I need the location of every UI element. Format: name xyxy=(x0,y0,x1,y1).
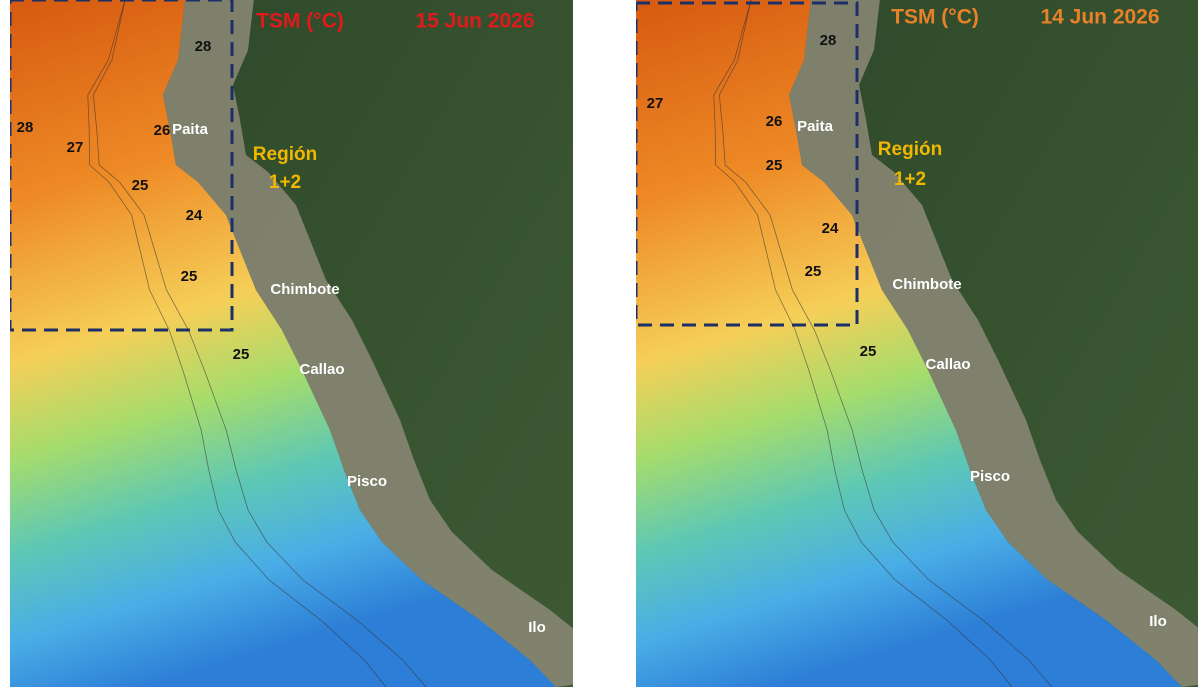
map-panel xyxy=(636,0,1198,687)
city-label: Callao xyxy=(925,356,970,373)
city-label: Ilo xyxy=(1149,613,1167,630)
contour-label: 25 xyxy=(860,343,877,360)
contour-label: 27 xyxy=(647,95,664,112)
contour-label: 25 xyxy=(181,268,198,285)
city-label: Chimbote xyxy=(892,276,961,293)
contour-label: 25 xyxy=(132,177,149,194)
contour-label: 24 xyxy=(822,220,839,237)
andes xyxy=(789,0,1198,687)
city-label: Callao xyxy=(299,361,344,378)
map-title: TSM (°C) xyxy=(891,6,979,29)
city-label: Chimbote xyxy=(270,281,339,298)
map-date: 14 Jun 2026 xyxy=(1040,6,1159,29)
city-label: Paita xyxy=(172,121,209,138)
region-box xyxy=(10,0,234,332)
contour-label: 28 xyxy=(195,38,212,55)
contour-label: 25 xyxy=(805,263,822,280)
contour-label: 26 xyxy=(154,122,171,139)
map-title: TSM (°C) xyxy=(256,10,344,33)
map-date: 15 Jun 2026 xyxy=(415,10,534,33)
contour-label: 25 xyxy=(766,157,783,174)
region-box xyxy=(636,1,859,327)
contour-line xyxy=(87,0,387,687)
contour-label: 25 xyxy=(233,346,250,363)
contour-line xyxy=(713,0,1013,687)
contour-label: 24 xyxy=(186,207,203,224)
city-label: Paita xyxy=(797,118,834,135)
contour-line xyxy=(718,0,1053,687)
contour-label: 28 xyxy=(820,32,837,49)
region-label: Región xyxy=(253,144,317,165)
contour-label: 28 xyxy=(17,119,34,136)
andes xyxy=(163,0,573,687)
region-label: 1+2 xyxy=(894,169,926,190)
city-label: Pisco xyxy=(347,473,387,490)
city-label: Ilo xyxy=(528,619,546,636)
map-panel xyxy=(10,0,573,687)
region-label: Región xyxy=(878,139,942,160)
city-label: Pisco xyxy=(970,468,1010,485)
region-label: 1+2 xyxy=(269,172,301,193)
contour-label: 26 xyxy=(766,113,783,130)
contour-label: 27 xyxy=(67,139,84,156)
